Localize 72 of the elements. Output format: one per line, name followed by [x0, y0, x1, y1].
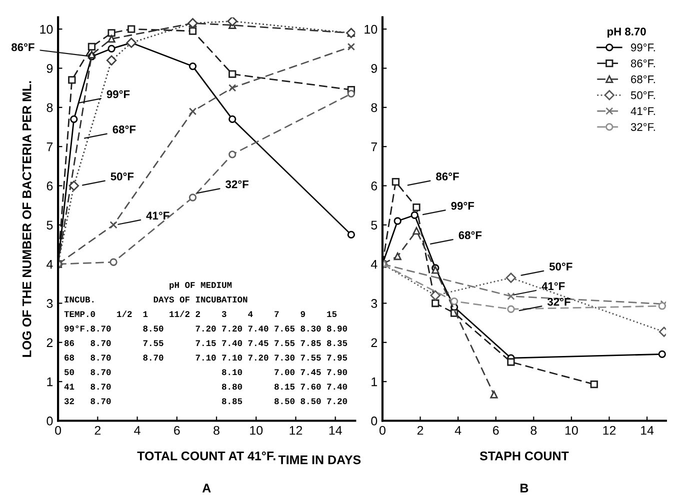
annotation: 86 8.70 7.55 7.15 7.40 7.45 7.55 7.85 8.35 — [64, 340, 348, 346]
y-tick-label: 1 — [372, 378, 378, 386]
x-tick-label: 4 — [454, 426, 462, 435]
x-axis-title: TOTAL COUNT AT 41°F. — [137, 451, 276, 460]
annotation: 68°F — [112, 126, 136, 134]
y-tick-label: 5 — [46, 220, 53, 230]
y-tick-label: 0 — [46, 416, 53, 426]
annotation: 68 8.70 8.70 7.10 7.10 7.20 7.30 7.55 7.95 — [64, 354, 348, 361]
annotation: 99°F.8.70 8.50 7.20 7.20 7.40 7.65 8.30 8.90 — [64, 325, 348, 332]
legend-label: 86°F. — [630, 59, 655, 68]
annotation: 99°F — [106, 90, 130, 98]
x-tick-label: 6 — [174, 426, 180, 435]
x-tick-label: 8 — [214, 426, 220, 435]
annotation: 50 8.70 8.10 7.00 7.45 7.90 — [64, 369, 348, 376]
x-axis-title: STAPH COUNT — [480, 451, 569, 460]
legend-label: 41°F. — [630, 107, 655, 115]
x-tick-label: 0 — [379, 426, 386, 435]
y-tick-label: 9 — [46, 64, 53, 73]
x-tick-label: 2 — [94, 426, 101, 435]
text: A — [202, 484, 211, 492]
y-tick-label: 2 — [46, 338, 53, 347]
x-tick-label: 6 — [493, 426, 499, 435]
y-tick-label: 3 — [46, 299, 53, 308]
x-tick-label: 12 — [603, 426, 616, 435]
x-tick-label: 10 — [565, 426, 578, 435]
x-tick-label: 4 — [134, 426, 140, 435]
annotation: 99°F — [451, 202, 474, 210]
annotation: 32°F — [226, 180, 248, 188]
x-tick-label: 2 — [417, 426, 424, 435]
y-tick-label: 4 — [370, 260, 378, 269]
text: TIME IN DAYS — [278, 455, 361, 464]
y-tick-label: 8 — [371, 103, 378, 112]
annotation: 50°F — [110, 172, 134, 180]
y-tick-label: 4 — [46, 260, 53, 269]
y-tick-label: 8 — [46, 103, 53, 112]
y-tick-label: 10 — [40, 24, 53, 34]
annotation: 41°F — [146, 212, 170, 220]
annotation: 50°F — [549, 262, 572, 270]
y-tick-label: 2 — [371, 338, 377, 347]
x-tick-label: 0 — [55, 426, 62, 435]
annotation: 68°F — [458, 231, 482, 240]
annotation: 41 8.70 8.80 8.15 7.60 7.40 — [64, 384, 348, 390]
x-tick-label: 10 — [250, 426, 263, 435]
legend-label: 99°F. — [631, 44, 655, 52]
legend-label: 32°F. — [630, 123, 655, 131]
y-axis-title: LOG OF THE NUMBER OF BACTERIA PER ML. — [22, 81, 32, 357]
x-tick-label: 14 — [329, 426, 342, 435]
annotation: pH OF MEDIUM — [170, 282, 232, 290]
y-tick-label: 0 — [371, 416, 378, 426]
annotation: 86°F — [12, 43, 34, 52]
annotation: INCUB. DAYS OF INCUBATION — [64, 296, 248, 303]
x-tick-label: 8 — [530, 426, 537, 435]
y-tick-label: 10 — [364, 24, 378, 34]
y-tick-label: 7 — [46, 142, 53, 152]
y-tick-label: 1 — [47, 378, 53, 386]
legend-label: 68°F. — [631, 75, 655, 84]
y-tick-label: 9 — [371, 64, 378, 73]
y-tick-label: 6 — [371, 182, 378, 190]
annotation: 41°F — [542, 282, 565, 290]
y-tick-label: 6 — [46, 182, 53, 190]
y-tick-label: 7 — [371, 142, 377, 152]
legend-title: pH 8.70 — [608, 28, 646, 38]
annotation: 32°F — [547, 298, 570, 306]
y-tick-label: 3 — [371, 299, 378, 308]
annotation: TEMP.0 1/2 1 11/2 2 3 4 7 9 15 — [64, 310, 337, 318]
x-tick-label: 12 — [290, 426, 302, 435]
y-tick-label: 5 — [371, 220, 378, 230]
annotation: 86°F — [436, 172, 459, 180]
text: B — [520, 484, 528, 492]
x-tick-label: 14 — [641, 426, 654, 435]
legend-label: 50°F. — [630, 91, 655, 100]
annotation: 32 8.70 8.85 8.50 8.50 7.20 — [64, 398, 348, 404]
